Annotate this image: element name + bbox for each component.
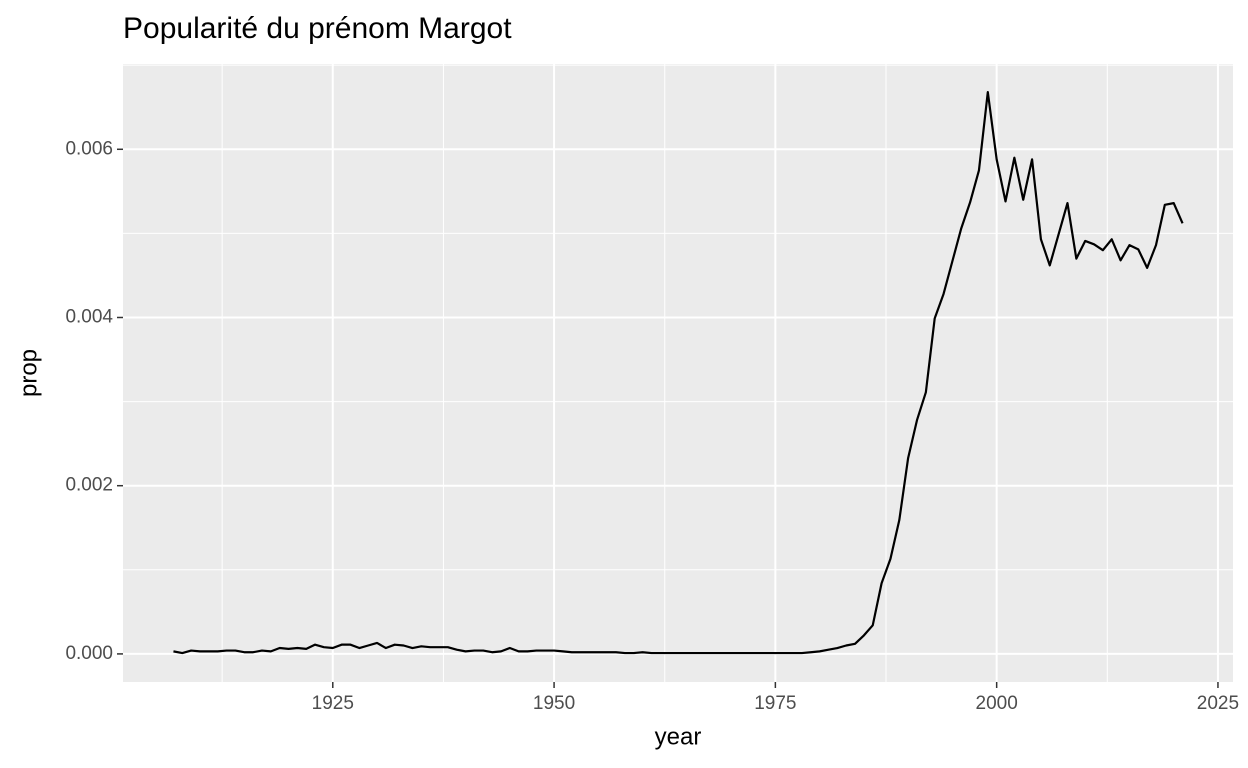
x-tick-label: 1950: [533, 693, 575, 714]
chart-title: Popularité du prénom Margot: [123, 12, 512, 45]
y-tick-label: 0.006: [65, 138, 113, 159]
panel: [123, 64, 1233, 682]
y-tick-label: 0.002: [65, 475, 113, 496]
y-tick-label: 0.000: [65, 643, 113, 664]
x-tick-label: 1975: [754, 693, 796, 714]
x-axis-title: year: [655, 723, 702, 750]
x-tick-label: 2000: [976, 693, 1018, 714]
x-tick-label: 2025: [1197, 693, 1239, 714]
line: [173, 90, 1184, 655]
x-tick-label: 1925: [312, 693, 354, 714]
y-axis-title: prop: [15, 349, 42, 397]
y-tick-label: 0.004: [65, 307, 113, 328]
